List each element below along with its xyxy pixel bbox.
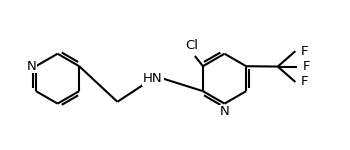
Text: Cl: Cl	[186, 39, 198, 52]
Text: F: F	[301, 75, 308, 88]
Text: F: F	[301, 45, 308, 58]
Text: F: F	[302, 60, 310, 73]
Text: N: N	[26, 60, 36, 73]
Text: HN: HN	[143, 72, 163, 85]
Text: N: N	[220, 105, 229, 118]
